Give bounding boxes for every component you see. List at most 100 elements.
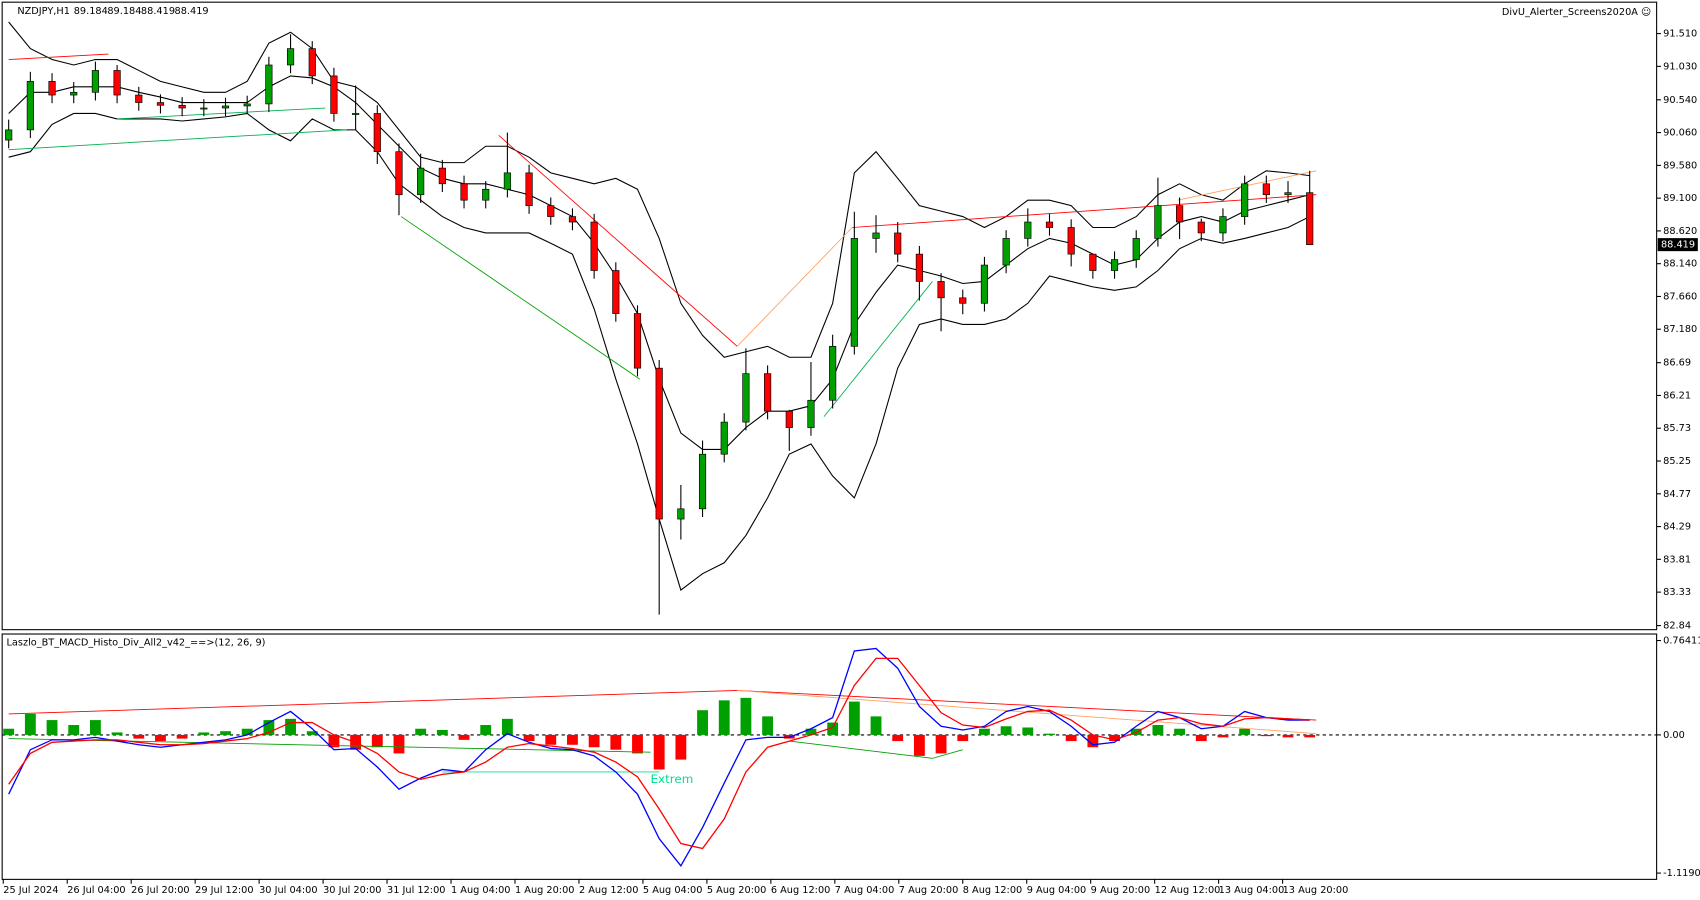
candle-body (525, 172, 533, 206)
candle-body (1241, 183, 1249, 217)
candle-body (1110, 259, 1119, 271)
candle-body (460, 183, 468, 201)
corner-label: DivU_Alerter_Screens2020A ☺ (1502, 7, 1651, 18)
candle-body (135, 94, 143, 103)
histogram-bar (697, 710, 708, 735)
y-tick-label: 83.81 (1663, 554, 1691, 565)
divergence-line (852, 194, 1317, 228)
candle-body (221, 105, 230, 109)
x-tick-label: 6 Aug 12:00 (771, 885, 831, 896)
x-tick-label: 5 Aug 04:00 (643, 885, 703, 896)
histogram-bar (957, 734, 969, 742)
y-tick-label: 84.77 (1663, 489, 1691, 500)
candle-body (698, 453, 707, 510)
candle-body (1024, 221, 1032, 239)
histogram-bar (1022, 727, 1034, 735)
histogram-bar (653, 734, 665, 770)
histogram-bar (1239, 728, 1251, 735)
ohlc-value: 88.419 (141, 6, 175, 17)
y-tick-label: 91.510 (1663, 29, 1697, 40)
x-tick-label: 2 Aug 12:00 (579, 885, 639, 896)
histogram-bar (740, 697, 752, 735)
histogram-bar (675, 734, 687, 760)
y-tick-label: 0.764112 (1663, 636, 1700, 647)
histogram-bar (436, 729, 448, 735)
histogram-bar (935, 734, 947, 754)
indicator-title: Laszlo_BT_MACD_Histo_Div_All2_v42_==>(12… (7, 638, 266, 649)
candle-body (373, 113, 381, 153)
histogram-bar (913, 734, 925, 756)
candle-body (568, 216, 577, 223)
candle-body (807, 399, 815, 428)
histogram-bar (762, 716, 774, 735)
histogram-bar (393, 734, 405, 754)
histogram-bar (848, 701, 860, 735)
candle-body (1197, 221, 1205, 234)
divergence-line (789, 740, 933, 759)
macd-line (8, 657, 1310, 850)
candle-body (395, 151, 403, 196)
x-tick-label: 30 Jul 04:00 (259, 885, 317, 896)
candle-body (156, 102, 165, 106)
candle-body (70, 91, 78, 96)
x-tick-label: 12 Aug 12:00 (1155, 885, 1221, 896)
candle-body (200, 107, 208, 110)
macd-line (8, 647, 1310, 867)
candle-body (48, 81, 56, 96)
histogram-bar (46, 720, 58, 735)
histogram-bar (241, 728, 253, 735)
y-tick-label: -1.11906 (1663, 868, 1700, 879)
histogram-bar (610, 734, 622, 750)
histogram-bar (1000, 726, 1012, 735)
histogram-bar (1065, 734, 1077, 742)
candle-body (937, 281, 945, 299)
candle-body (1089, 253, 1097, 271)
histogram-bar (545, 734, 557, 745)
divergence-line (8, 129, 347, 151)
histogram-bar (480, 725, 492, 735)
y-tick-label: 86.69 (1663, 358, 1691, 369)
histogram-bar (155, 734, 166, 742)
histogram-bar (1217, 734, 1229, 738)
histogram-bar (328, 734, 340, 748)
y-tick-label: 85.25 (1663, 456, 1691, 467)
annotation: Extrem (651, 772, 694, 786)
ohlc-value: 89.184 (74, 6, 108, 17)
y-tick-label: 87.180 (1663, 324, 1697, 335)
y-tick-label: 84.29 (1663, 522, 1691, 533)
candle-body (915, 253, 923, 282)
candle-body (785, 410, 793, 428)
histogram-bar (827, 722, 839, 735)
histogram-bar (588, 734, 600, 748)
price-tag-label: 88.419 (1661, 240, 1695, 251)
price-panel (1, 1, 1658, 631)
x-tick-label: 9 Aug 04:00 (1027, 885, 1087, 896)
histogram-bar (306, 731, 318, 735)
ohlc-value: 89.184 (107, 6, 141, 17)
y-tick-label: 85.73 (1663, 423, 1691, 434)
candle-body (482, 188, 490, 201)
y-tick-label: 89.100 (1663, 193, 1697, 204)
y-tick-label: 83.33 (1663, 587, 1691, 598)
bollinger-band (8, 21, 1310, 358)
candle-body (677, 508, 685, 520)
candle-body (720, 421, 728, 455)
indicator-panel (1, 633, 1658, 880)
divergence-line (400, 216, 640, 380)
y-tick-label: 82.84 (1663, 621, 1691, 632)
candle-body (352, 113, 360, 115)
divergence-line (8, 690, 738, 715)
x-tick-label: 1 Aug 04:00 (451, 885, 511, 896)
candle-body (612, 270, 620, 314)
histogram-bar (198, 732, 210, 735)
candle-body (265, 64, 273, 105)
x-tick-label: 26 Jul 20:00 (131, 885, 189, 896)
histogram-bar (523, 734, 535, 742)
x-tick-label: 29 Jul 12:00 (195, 885, 253, 896)
candle-body (1154, 205, 1162, 239)
histogram-bar (176, 734, 188, 739)
candle-body (1306, 192, 1314, 245)
x-tick-label: 30 Jul 20:00 (323, 885, 381, 896)
candle-body (308, 48, 316, 77)
divergence-line (8, 53, 109, 60)
